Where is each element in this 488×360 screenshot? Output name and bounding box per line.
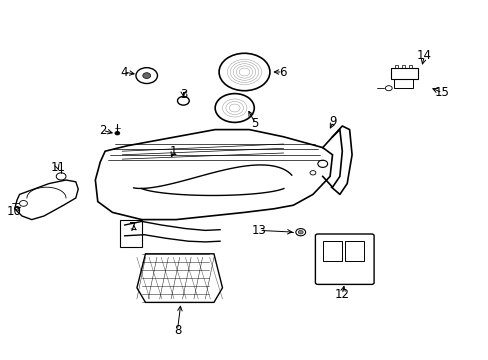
Bar [344,241,364,261]
Text: 15: 15 [434,86,449,99]
Circle shape [115,131,120,135]
Text: 10: 10 [6,205,21,218]
Text: 13: 13 [251,224,266,237]
Text: 4: 4 [120,66,127,78]
Text: 3: 3 [179,88,187,101]
Bar [401,65,404,68]
Bar [322,241,342,261]
Text: 6: 6 [278,66,286,78]
Bar [408,65,411,68]
Circle shape [142,73,150,78]
Bar [390,68,417,79]
Bar [120,220,142,247]
Text: 8: 8 [173,324,181,337]
Bar [394,65,397,68]
Text: 9: 9 [329,115,337,128]
Bar [393,79,412,88]
Text: 14: 14 [416,49,431,62]
Text: 7: 7 [129,221,137,234]
Text: 11: 11 [50,161,65,174]
Circle shape [298,230,303,234]
Text: 5: 5 [251,117,259,130]
Text: 2: 2 [99,124,106,137]
Text: 1: 1 [169,145,177,158]
Text: 12: 12 [334,288,349,301]
